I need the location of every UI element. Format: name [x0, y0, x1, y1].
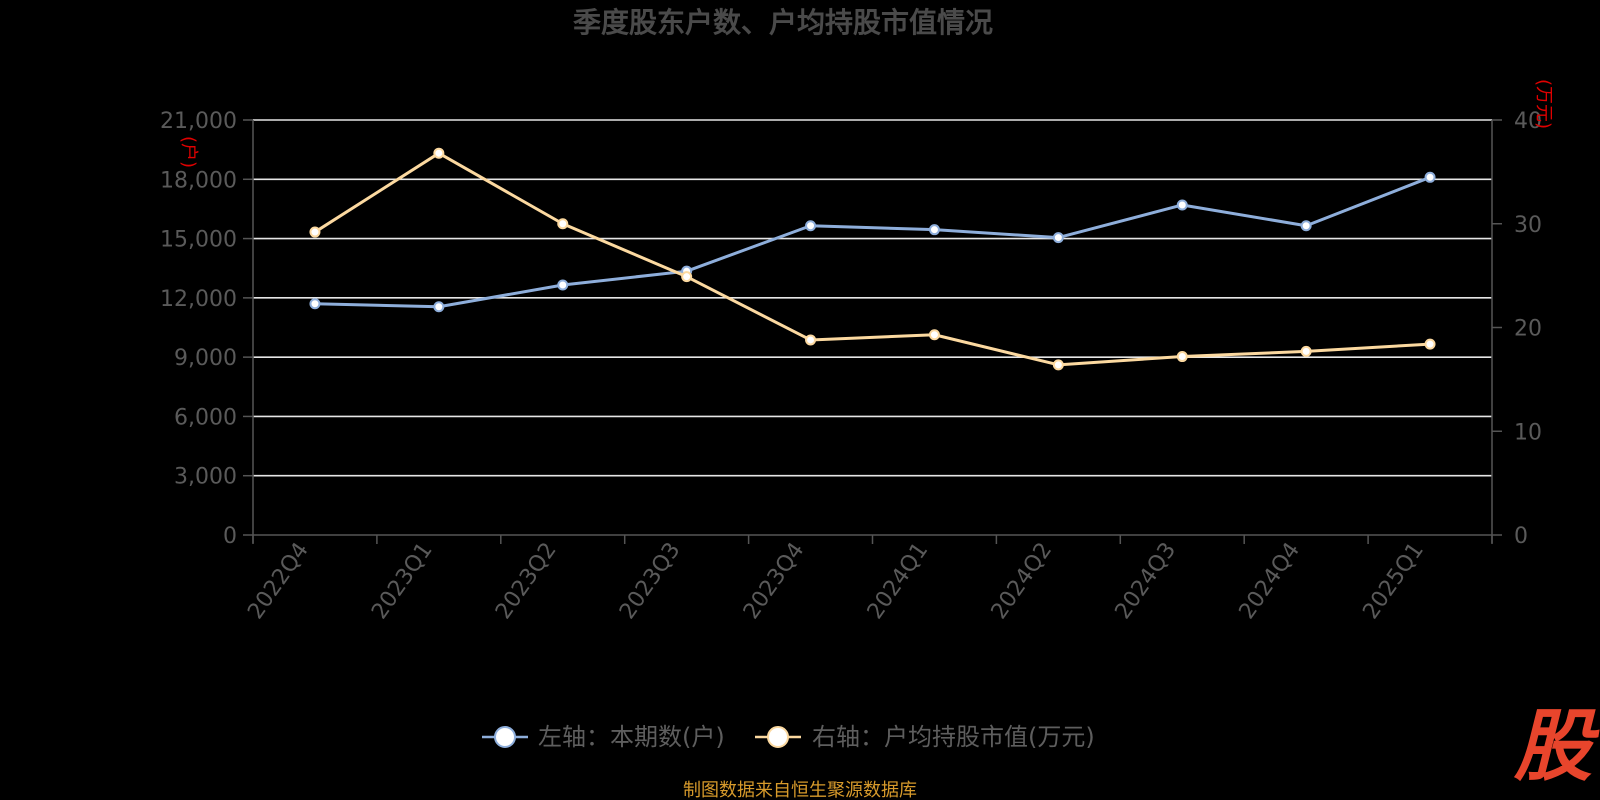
series-point-1 [928, 329, 940, 341]
series-point-1 [1300, 345, 1312, 357]
legend-item-left[interactable]: 左轴：本期数(户) [482, 723, 725, 751]
legend-item-right[interactable]: 右轴：户均持股市值(万元) [755, 723, 1095, 751]
legend-marker-left [494, 726, 516, 748]
series-point-0 [1300, 220, 1312, 232]
chart-title: 季度股东户数、户均持股市值情况 [573, 6, 993, 39]
left-tick-label: 12,000 [160, 287, 237, 312]
left-axis-unit: (户) [178, 136, 199, 168]
series-point-0 [309, 298, 321, 310]
source-note: 制图数据来自恒生聚源数据库 [683, 780, 917, 800]
grid-lines [253, 119, 1492, 477]
right-tick-label: 0 [1514, 524, 1528, 549]
left-tick-label: 9,000 [174, 346, 237, 371]
x-axis-ticks: 2022Q4 2023Q1 2023Q2 2023Q3 2023Q4 2024Q1 2024… [243, 535, 1493, 624]
left-tick-label: 18,000 [160, 168, 237, 193]
gu-logo: 股 [1513, 702, 1600, 792]
series-point-0 [557, 279, 569, 291]
x-tick-label: 2023Q2 [491, 538, 562, 624]
series-point-0 [805, 220, 817, 232]
series-point-0 [433, 301, 445, 313]
left-axis-ticks: 0 3,000 6,000 9,000 12,000 15,000 18,000 21,000 [160, 109, 253, 549]
right-axis-ticks: 0 10 20 30 40 [1492, 109, 1542, 549]
right-axis-unit: (万元) [1533, 79, 1554, 129]
left-tick-label: 0 [223, 524, 237, 549]
x-tick-label: 2025Q1 [1358, 538, 1429, 624]
right-tick-label: 40 [1514, 109, 1542, 134]
right-tick-label: 20 [1514, 317, 1542, 342]
left-tick-label: 21,000 [160, 109, 237, 134]
series-point-1 [1176, 351, 1188, 363]
x-tick-label: 2024Q2 [987, 538, 1058, 624]
series-line-1 [314, 151, 1431, 367]
x-tick-label: 2024Q4 [1235, 538, 1306, 624]
legend-marker-right [767, 726, 789, 748]
series-point-1 [433, 147, 445, 159]
series-line-0 [314, 175, 1431, 309]
right-tick-label: 30 [1514, 213, 1542, 238]
series-point-0 [1176, 199, 1188, 211]
left-tick-label: 3,000 [174, 465, 237, 490]
x-tick-label: 2024Q3 [1111, 538, 1182, 624]
series-point-1 [309, 226, 321, 238]
series-point-0 [1052, 232, 1064, 244]
series-point-1 [805, 334, 817, 346]
x-tick-label: 2023Q4 [739, 538, 810, 624]
series-point-0 [928, 224, 940, 236]
series-point-1 [1424, 338, 1436, 350]
x-tick-label: 2023Q1 [367, 538, 438, 624]
legend[interactable]: 左轴：本期数(户) 右轴：户均持股市值(万元) [482, 723, 1095, 751]
series-point-1 [557, 218, 569, 230]
x-tick-label: 2024Q1 [863, 538, 934, 624]
axes [252, 120, 1493, 543]
series-group [309, 147, 1436, 371]
legend-label-right: 右轴：户均持股市值(万元) [812, 723, 1095, 751]
series-point-1 [1052, 359, 1064, 371]
x-tick-label: 2023Q3 [615, 538, 686, 624]
series-point-1 [681, 271, 693, 283]
left-tick-label: 6,000 [174, 405, 237, 430]
x-tick-label: 2022Q4 [243, 538, 314, 624]
legend-label-left: 左轴：本期数(户) [538, 723, 725, 751]
series-point-0 [1424, 171, 1436, 183]
right-tick-label: 10 [1514, 420, 1542, 445]
left-tick-label: 15,000 [160, 228, 237, 253]
